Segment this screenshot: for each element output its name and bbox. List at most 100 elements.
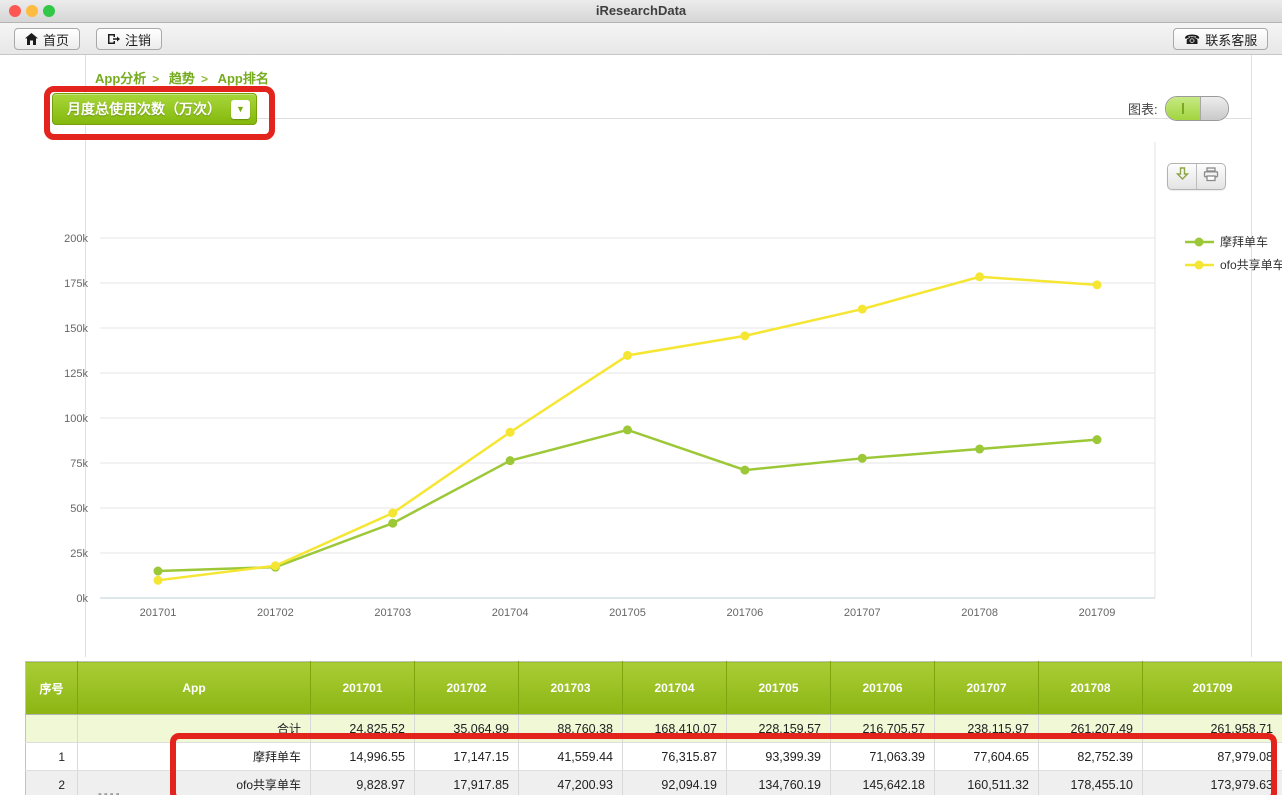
zoom-window-button[interactable]: [43, 5, 55, 17]
table-header-cell: 201709: [1142, 661, 1282, 715]
table-cell: 14,996.55: [310, 742, 415, 771]
table-cell: 261,207.49: [1038, 714, 1143, 743]
data-point[interactable]: [857, 304, 867, 314]
breadcrumb: App分析 > 趋势 > App排名: [95, 68, 275, 87]
x-axis-label: 201703: [374, 607, 411, 619]
breadcrumb-item-app-analysis[interactable]: App分析: [95, 71, 147, 86]
chevron-down-icon[interactable]: ▼: [231, 99, 250, 119]
logout-button-label: 注销: [125, 32, 152, 48]
table-cell: 261,958.71: [1142, 714, 1282, 743]
close-window-button[interactable]: [9, 5, 21, 17]
breadcrumb-separator: >: [152, 72, 160, 86]
svg-text:150k: 150k: [64, 323, 88, 335]
data-point[interactable]: [857, 453, 867, 463]
toggle-off-segment: [1199, 97, 1228, 120]
home-button-label: 首页: [43, 32, 70, 48]
table-cell: 216,705.57: [830, 714, 935, 743]
logout-icon: [107, 33, 120, 45]
table-cell: 摩拜单车: [77, 742, 311, 771]
svg-text:200k: 200k: [64, 233, 88, 245]
data-point[interactable]: [388, 518, 398, 528]
breadcrumb-item-trend[interactable]: 趋势: [168, 71, 195, 86]
table-cell: 76,315.87: [622, 742, 727, 771]
data-point[interactable]: [740, 331, 750, 341]
table-header-cell: App: [77, 661, 311, 715]
footer-cutoff-text: ▪▪▪▪: [98, 789, 122, 795]
chart-toggle-row: 图表:: [1128, 96, 1229, 121]
contact-support-label: 联系客服: [1205, 32, 1258, 48]
minimize-window-button[interactable]: [26, 5, 38, 17]
table-cell: 合计: [77, 714, 311, 743]
content-right-border: [1251, 55, 1252, 657]
table-cell: 47,200.93: [518, 770, 623, 795]
table-header-cell: 序号: [25, 661, 78, 715]
data-point[interactable]: [505, 456, 515, 466]
data-point[interactable]: [1092, 280, 1102, 290]
table-row: 1 摩拜单车 14,996.55 17,147.15 41,559.44 76,315.8…: [25, 742, 1282, 771]
table-cell: 173,979.63: [1142, 770, 1282, 795]
table-cell: 41,559.44: [518, 742, 623, 771]
x-axis-label: 201707: [844, 607, 881, 619]
download-chart-button[interactable]: [1168, 164, 1196, 189]
data-point[interactable]: [388, 508, 398, 518]
x-axis-label: 201705: [609, 607, 646, 619]
data-point[interactable]: [975, 272, 985, 282]
contact-support-button[interactable]: ☎ 联系客服: [1173, 28, 1269, 50]
data-point[interactable]: [153, 575, 163, 585]
table-cell: 17,917.85: [414, 770, 519, 795]
table-cell: 9,828.97: [310, 770, 415, 795]
print-icon: [1203, 166, 1219, 187]
download-icon: [1175, 166, 1190, 187]
data-point[interactable]: [740, 465, 750, 475]
data-point[interactable]: [1092, 435, 1102, 445]
table-cell: 168,410.07: [622, 714, 727, 743]
metric-dropdown-value: 月度总使用次数（万次）: [67, 101, 221, 117]
table-header-cell: 201705: [726, 661, 831, 715]
ranking-table: 序号 App 201701 201702 201703 201704 201705 20170…: [25, 661, 1282, 795]
table-header-cell: 201707: [934, 661, 1039, 715]
table-cell: 17,147.15: [414, 742, 519, 771]
toolbar: 首页 注销 ☎ 联系客服: [0, 23, 1282, 55]
table-cell: 77,604.65: [934, 742, 1039, 771]
legend-label[interactable]: ofo共享单车: [1220, 257, 1282, 272]
data-point[interactable]: [505, 427, 515, 437]
table-cell: 178,455.10: [1038, 770, 1143, 795]
table-row: 2 ofo共享单车 9,828.97 17,917.85 47,200.93 92,094…: [25, 770, 1282, 795]
legend-label[interactable]: 摩拜单车: [1220, 234, 1268, 249]
table-body: 合计 24,825.52 35,064.99 88,760.38 168,410.07 2…: [25, 714, 1282, 795]
x-axis-label: 201704: [492, 607, 529, 619]
metric-dropdown[interactable]: 月度总使用次数（万次） ▼: [52, 93, 257, 125]
header-divider: [85, 118, 1251, 119]
table-cell: 160,511.32: [934, 770, 1039, 795]
chart-toggle-switch[interactable]: [1164, 96, 1229, 121]
table-cell: 24,825.52: [310, 714, 415, 743]
data-point[interactable]: [270, 561, 280, 571]
breadcrumb-item-app-ranking[interactable]: App排名: [217, 71, 269, 86]
home-button[interactable]: 首页: [14, 28, 81, 50]
table-header-cell: 201703: [518, 661, 623, 715]
table-cell: 88,760.38: [518, 714, 623, 743]
series-line-0: [157, 428, 1098, 573]
content-left-border: [85, 55, 86, 657]
table-cell: 238,115.97: [934, 714, 1039, 743]
data-point[interactable]: [153, 566, 163, 576]
x-axis-label: 201708: [961, 607, 998, 619]
data-point[interactable]: [975, 444, 985, 454]
table-cell: 1: [25, 742, 78, 771]
logout-button[interactable]: 注销: [96, 28, 163, 50]
table-header-row: 序号 App 201701 201702 201703 201704 201705 20170…: [25, 661, 1282, 715]
table-cell: [25, 714, 78, 743]
data-point[interactable]: [623, 350, 632, 360]
svg-text:25k: 25k: [70, 548, 88, 560]
data-point[interactable]: [623, 425, 632, 435]
table-header-cell: 201702: [414, 661, 519, 715]
svg-text:100k: 100k: [64, 413, 88, 425]
window-title: iResearchData: [595, 3, 687, 18]
print-chart-button[interactable]: [1196, 164, 1225, 189]
table-header-cell: 201704: [622, 661, 727, 715]
svg-text:175k: 175k: [64, 278, 88, 290]
x-axis-label: 201709: [1079, 607, 1116, 619]
svg-text:125k: 125k: [64, 368, 88, 380]
toggle-on-segment: [1165, 97, 1200, 120]
